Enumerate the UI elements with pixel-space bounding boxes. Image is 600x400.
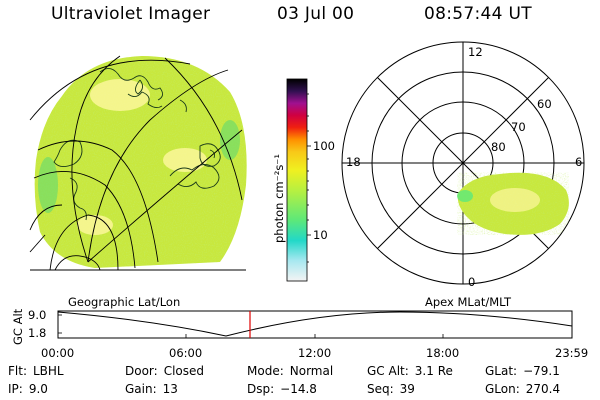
glat-value: −79.1 xyxy=(523,364,560,378)
gc-alt-value: 3.1 Re xyxy=(414,364,453,378)
mlt-label-0: 0 xyxy=(468,275,476,289)
glon-label: GLon: xyxy=(485,382,520,396)
gain-value: 13 xyxy=(162,382,178,396)
glon-field: GLon: 270.4 xyxy=(485,382,560,396)
gain-field: Gain: 13 xyxy=(125,382,178,396)
time-tick-1200: 12:00 xyxy=(298,346,332,360)
lat-lon-grid xyxy=(29,55,246,271)
ip-label: IP: xyxy=(8,382,23,396)
colorbar-unit-label: photon cm⁻²s⁻¹ xyxy=(272,154,286,243)
filter-value: LBHL xyxy=(32,364,64,378)
glat-label: GLat: xyxy=(485,364,518,378)
polar-plot xyxy=(341,41,585,285)
observation-date: 03 Jul 00 xyxy=(277,4,355,24)
mode-label: Mode: xyxy=(247,364,284,378)
observation-time: 08:57:44 UT xyxy=(424,4,532,24)
dsp-label: Dsp: xyxy=(247,382,275,396)
projection-label-geographic: Geographic Lat/Lon xyxy=(68,295,181,309)
mlt-label-18: 18 xyxy=(346,155,361,169)
filter-label: Flt: xyxy=(8,364,27,378)
ip-field: IP: 9.0 xyxy=(8,382,48,396)
time-tick-0600: 06:00 xyxy=(169,346,203,360)
instrument-title: Ultraviolet Imager xyxy=(51,4,211,24)
filter-field: Flt: LBHL xyxy=(8,364,64,378)
lat-label-70: 70 xyxy=(511,120,526,134)
mlt-label-6: 6 xyxy=(575,155,583,169)
altitude-curve xyxy=(57,311,573,337)
auroral-oval xyxy=(457,172,569,235)
seq-field: Seq: 39 xyxy=(367,382,415,396)
gc-alt-label: GC Alt: xyxy=(367,364,409,378)
altitude-plot xyxy=(57,310,573,339)
ip-value: 9.0 xyxy=(28,382,48,396)
door-field: Door: Closed xyxy=(125,364,204,378)
glat-field: GLat: −79.1 xyxy=(485,364,560,378)
time-tick-1800: 18:00 xyxy=(426,346,460,360)
geographic-image xyxy=(29,55,247,271)
time-tick-0000: 00:00 xyxy=(41,346,75,360)
colorbar-tick-100: 100 xyxy=(313,139,335,153)
mlt-label-12: 12 xyxy=(468,45,483,59)
altitude-tick-9: 9.0 xyxy=(28,308,47,322)
gain-label: Gain: xyxy=(125,382,157,396)
lat-label-60: 60 xyxy=(537,97,552,111)
door-label: Door: xyxy=(125,364,158,378)
seq-value: 39 xyxy=(399,382,415,396)
altitude-axis-label: GC Alt xyxy=(11,308,25,345)
mode-value: Normal xyxy=(289,364,334,378)
mode-field: Mode: Normal xyxy=(247,364,333,378)
seq-label: Seq: xyxy=(367,382,394,396)
dsp-value: −14.8 xyxy=(280,382,317,396)
time-tick-2359: 23:59 xyxy=(555,346,589,360)
colorbar-tick-10: 10 xyxy=(313,228,328,242)
door-value: Closed xyxy=(163,364,205,378)
dsp-field: Dsp: −14.8 xyxy=(247,382,317,396)
altitude-tick-1.8: 1.8 xyxy=(28,326,47,340)
lat-label-80: 80 xyxy=(491,140,506,154)
gc-alt-field: GC Alt: 3.1 Re xyxy=(367,364,453,378)
glon-value: 270.4 xyxy=(525,382,561,396)
color-bar xyxy=(286,78,311,282)
projection-label-apex: Apex MLat/MLT xyxy=(425,295,512,309)
